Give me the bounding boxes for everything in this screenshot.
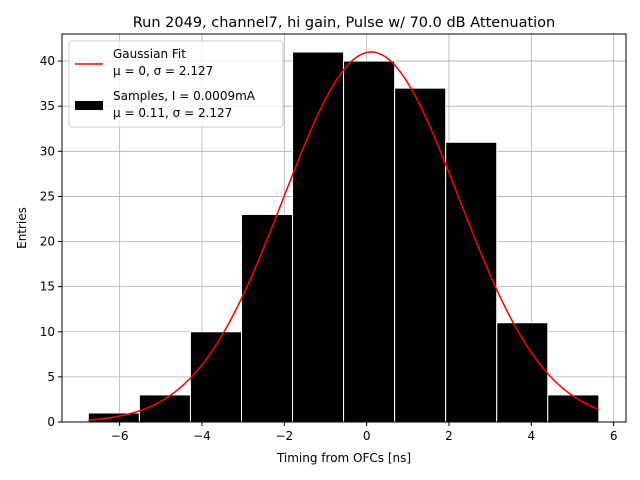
x-axis-ticks: −6 −4 −2 0 2 4 6: [111, 422, 618, 443]
x-tick-label: −2: [275, 429, 293, 443]
y-tick-label: 30: [40, 144, 55, 158]
x-tick-label: 0: [363, 429, 371, 443]
y-axis-label: Entries: [15, 207, 29, 249]
histogram-bar: [445, 141, 498, 423]
gaussian-fit-line: [88, 51, 600, 421]
x-axis-label: Timing from OFCs [ns]: [276, 451, 411, 465]
y-axis-ticks: 0 5 10 15 20 25 30 35 40: [40, 54, 62, 429]
legend-samples-swatch: [75, 101, 103, 110]
y-tick-label: 25: [40, 189, 55, 203]
y-tick-label: 20: [40, 235, 55, 249]
x-tick-label: 6: [610, 429, 618, 443]
x-tick-label: −6: [111, 429, 129, 443]
legend-fit-label: Gaussian Fit: [113, 47, 186, 61]
histogram-bar: [394, 87, 447, 423]
histogram-bar: [240, 213, 294, 423]
histogram-bar: [547, 394, 600, 423]
legend-fit-stats: μ = 0, σ = 2.127: [113, 64, 213, 78]
x-tick-label: −4: [193, 429, 211, 443]
y-tick-label: 0: [47, 415, 55, 429]
legend-box: [68, 40, 284, 128]
histogram-bar: [343, 60, 396, 423]
y-tick-label: 35: [40, 99, 55, 113]
x-tick-label: 2: [445, 429, 453, 443]
y-tick-label: 15: [40, 280, 55, 294]
legend-samples-label: Samples, I = 0.0009mA: [113, 89, 256, 103]
y-tick-label: 40: [40, 54, 55, 68]
chart-title: Run 2049, channel7, hi gain, Pulse w/ 70…: [133, 15, 556, 31]
y-tick-label: 5: [47, 370, 55, 384]
histogram-bar: [292, 51, 345, 423]
y-tick-label: 10: [40, 325, 55, 339]
legend: Gaussian Fit μ = 0, σ = 2.127 Samples, I…: [68, 40, 284, 128]
legend-samples-stats: μ = 0.11, σ = 2.127: [113, 106, 232, 120]
x-tick-label: 4: [527, 429, 535, 443]
plot-frame: [61, 33, 627, 423]
histogram-bars: [87, 51, 600, 423]
